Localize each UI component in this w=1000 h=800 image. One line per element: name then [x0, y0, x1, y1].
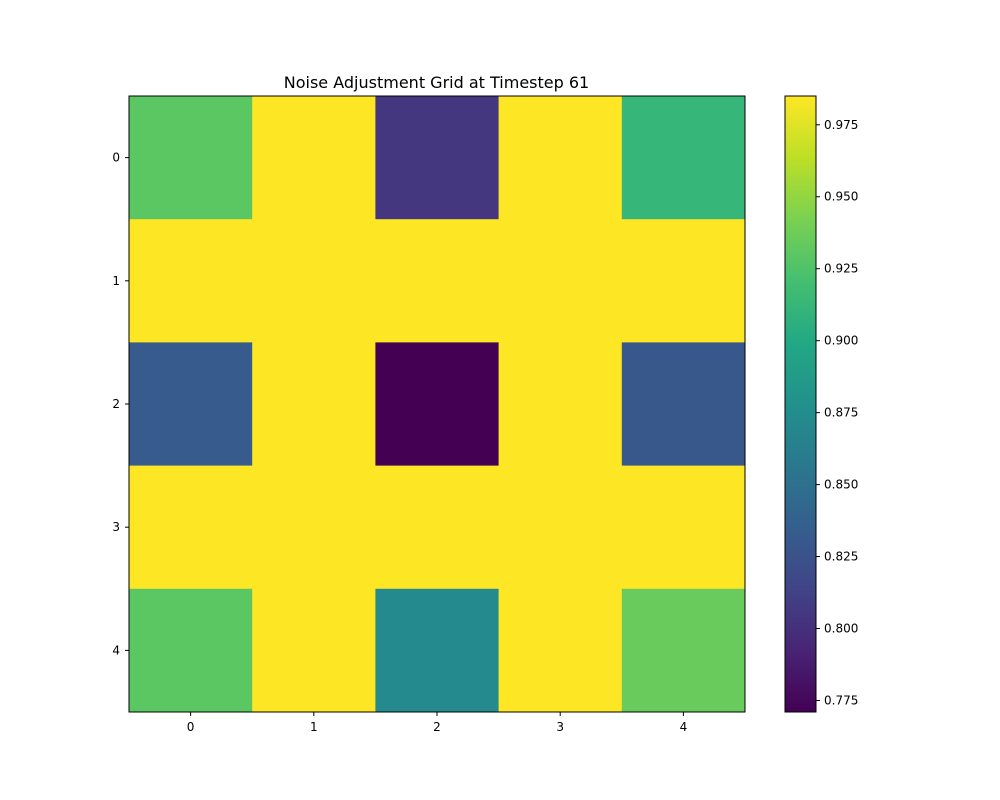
heatmap-cell-r2-c4: [621, 342, 746, 467]
heatmap-cell-r1-c1: [252, 219, 376, 343]
heatmap-cell-r3-c1: [252, 465, 376, 590]
heatmap-cell-r0-c0: [129, 96, 253, 220]
heatmap-cell-r4-c3: [498, 588, 623, 713]
heatmap-cell-r2-c3: [498, 342, 623, 467]
heatmap-cell-r3-c4: [621, 465, 746, 590]
x-tick-label: 2: [433, 720, 441, 734]
colorbar-tick-label: 0.875: [824, 406, 858, 420]
colorbar-tick-label: 0.925: [824, 262, 858, 276]
x-tick-label: 3: [556, 720, 564, 734]
heatmap-cells: [129, 96, 746, 713]
heatmap-cell-r0-c4: [621, 96, 746, 220]
x-tick-label: 0: [187, 720, 195, 734]
heatmap-cell-r1-c4: [621, 219, 746, 343]
colorbar-ticks: 0.775 0.800 0.825 0.850 0.875 0.900 0.925 0.950…: [816, 118, 858, 707]
colorbar-tick-label: 0.800: [824, 622, 858, 636]
heatmap-cell-r0-c1: [252, 96, 376, 220]
heatmap-cell-r3-c3: [498, 465, 623, 590]
heatmap-cell-r4-c4: [621, 588, 746, 713]
colorbar-tick-label: 0.825: [824, 550, 858, 564]
colorbar-tick-label: 0.775: [824, 693, 858, 707]
x-tick-label: 4: [680, 720, 688, 734]
y-tick-label: 2: [112, 397, 120, 411]
y-tick-label: 4: [112, 643, 120, 657]
colorbar-tick-label: 0.950: [824, 190, 858, 204]
heatmap-cell-r2-c0: [129, 342, 253, 467]
y-tick-label: 0: [112, 151, 120, 165]
x-axis: 0 1 2 3 4: [187, 712, 687, 734]
y-tick-label: 1: [112, 274, 120, 288]
heatmap-cell-r4-c0: [129, 588, 253, 713]
heatmap-cell-r3-c2: [375, 465, 500, 590]
colorbar-tick-label: 0.975: [824, 118, 858, 132]
heatmap-cell-r0-c2: [375, 96, 500, 220]
y-tick-label: 3: [112, 520, 120, 534]
x-tick-label: 1: [310, 720, 318, 734]
heatmap-cell-r3-c0: [129, 465, 253, 590]
colorbar-tick-label: 0.850: [824, 478, 858, 492]
heatmap-cell-r4-c2: [375, 588, 500, 713]
heatmap-cell-r1-c3: [498, 219, 623, 343]
colorbar-frame: [784, 95, 817, 713]
colorbar-tick-label: 0.900: [824, 334, 858, 348]
heatmap-cell-r2-c2: [375, 342, 500, 467]
heatmap-cell-r0-c3: [498, 96, 623, 220]
colorbar-gradient: [785, 96, 816, 712]
heatmap-cell-r2-c1: [252, 342, 376, 467]
heatmap-cell-r1-c2: [375, 219, 500, 343]
heatmap-cell-r4-c1: [252, 588, 376, 713]
chart-title: Noise Adjustment Grid at Timestep 61: [284, 73, 589, 92]
y-axis: 0 1 2 3 4: [112, 151, 129, 657]
heatmap-cell-r1-c0: [129, 219, 253, 343]
colorbar: 0.775 0.800 0.825 0.850 0.875 0.900 0.925 0.950…: [784, 95, 858, 713]
